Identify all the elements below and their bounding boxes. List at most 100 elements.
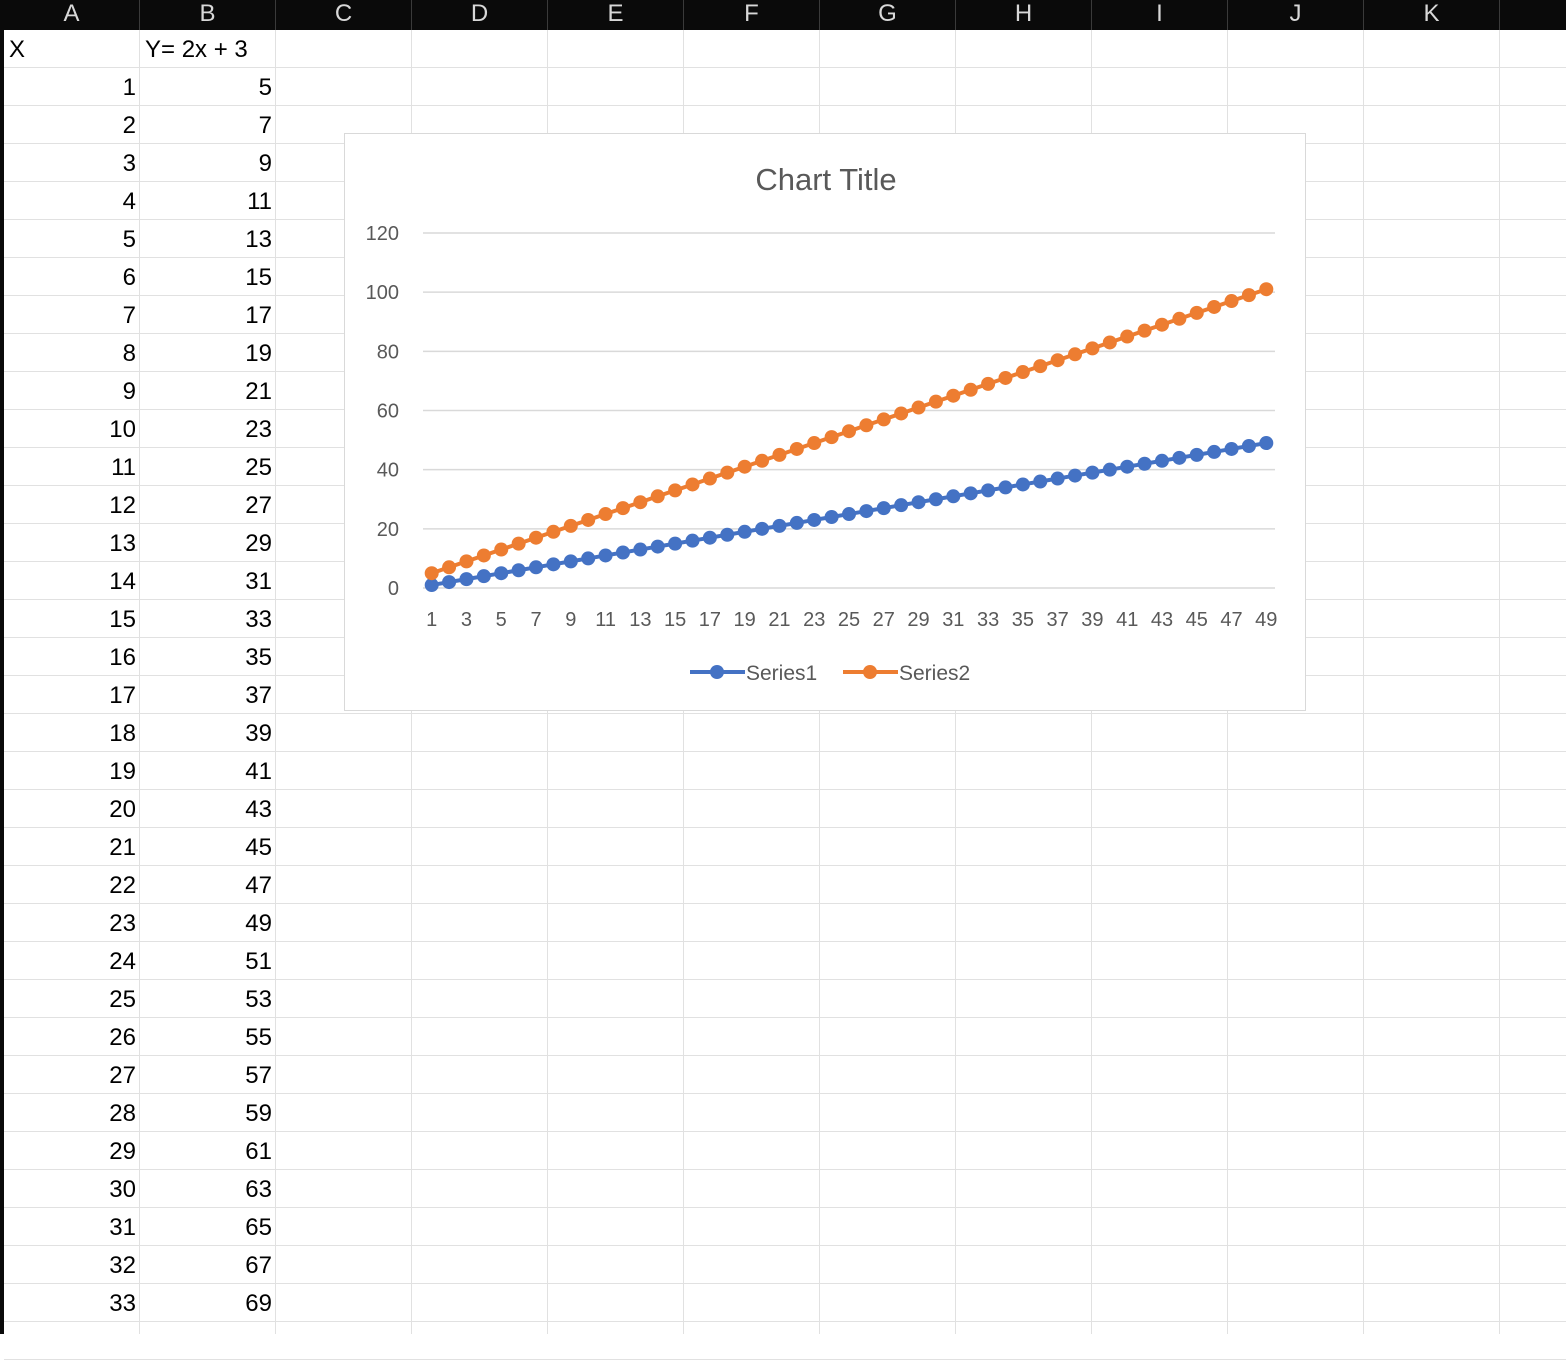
series-2-point[interactable] — [824, 430, 839, 445]
cell-x-value[interactable]: 6 — [122, 264, 136, 291]
cell-y-value[interactable]: 63 — [245, 1176, 272, 1203]
series-2-point[interactable] — [772, 447, 787, 462]
cell-y-value[interactable]: 15 — [245, 264, 272, 291]
cell-x-value[interactable]: 24 — [109, 948, 136, 975]
cell-x-value[interactable]: 21 — [109, 834, 136, 861]
series-2-point[interactable] — [946, 388, 961, 403]
series-1-point[interactable] — [459, 572, 474, 587]
cell-x-value[interactable]: 32 — [109, 1252, 136, 1279]
cell-y-value[interactable]: 17 — [245, 302, 272, 329]
cell-y-value[interactable]: 5 — [258, 74, 272, 101]
cell-x-value[interactable]: 2 — [122, 112, 136, 139]
cell-y-value[interactable]: 45 — [245, 834, 272, 861]
series-2-point[interactable] — [442, 560, 457, 575]
series-1-point[interactable] — [1015, 477, 1030, 492]
cell-x-value[interactable]: 31 — [109, 1214, 136, 1241]
series-2-point[interactable] — [546, 524, 561, 539]
series-2-point[interactable] — [876, 412, 891, 427]
series-2-point[interactable] — [720, 465, 735, 480]
cell-x-value[interactable]: 33 — [109, 1290, 136, 1317]
cell-y-value[interactable]: 29 — [245, 530, 272, 557]
series-2-point[interactable] — [615, 501, 630, 516]
series-1-point[interactable] — [1154, 453, 1169, 468]
cell-y-value[interactable]: 11 — [247, 188, 272, 215]
series-2-point[interactable] — [755, 453, 770, 468]
cell-x-value[interactable]: 10 — [109, 416, 136, 443]
series-1-point[interactable] — [650, 539, 665, 554]
series-2-point[interactable] — [1137, 323, 1152, 338]
column-header-k[interactable]: K — [1364, 0, 1500, 30]
series-1-point[interactable] — [772, 518, 787, 533]
series-1-point[interactable] — [476, 569, 491, 584]
cell-y-value[interactable]: 67 — [245, 1252, 272, 1279]
column-header-h[interactable]: H — [956, 0, 1092, 30]
series-1-point[interactable] — [1259, 436, 1274, 451]
cell-y-value[interactable]: 21 — [245, 378, 272, 405]
column-header-a[interactable]: A — [4, 0, 140, 30]
series-2-point[interactable] — [1207, 299, 1222, 314]
cell-y-value[interactable]: 41 — [245, 758, 272, 785]
series-2-point[interactable] — [789, 441, 804, 456]
series-1-point[interactable] — [1033, 474, 1048, 489]
cell-y-value[interactable]: 25 — [245, 454, 272, 481]
series-1-point[interactable] — [581, 551, 596, 566]
cell-x-value[interactable]: 8 — [122, 340, 136, 367]
series-2-point[interactable] — [807, 436, 822, 451]
series-2-point[interactable] — [633, 495, 648, 510]
cell-y-value[interactable]: 9 — [258, 150, 272, 177]
series-2-point[interactable] — [1015, 365, 1030, 380]
cell-y-value[interactable]: 31 — [245, 568, 272, 595]
cell-x-value[interactable]: 22 — [109, 872, 136, 899]
cell-y-value[interactable]: 23 — [245, 416, 272, 443]
series-2-point[interactable] — [650, 489, 665, 504]
cell-y-value[interactable]: 69 — [245, 1290, 272, 1317]
series-1-point[interactable] — [1120, 459, 1135, 474]
cell-x-value[interactable]: 5 — [122, 226, 136, 253]
series-1-point[interactable] — [859, 504, 874, 519]
cell-x-value[interactable]: 29 — [109, 1138, 136, 1165]
cell-x-value[interactable]: 1 — [122, 74, 136, 101]
cell-x-value[interactable]: 11 — [111, 454, 136, 481]
series-2-point[interactable] — [511, 536, 526, 551]
series-2-point[interactable] — [529, 530, 544, 545]
series-2-point[interactable] — [963, 382, 978, 397]
series-1-point[interactable] — [685, 533, 700, 548]
series-1-point[interactable] — [442, 575, 457, 590]
series-1-point[interactable] — [1085, 465, 1100, 480]
series-1-point[interactable] — [1137, 456, 1152, 471]
series-2-point[interactable] — [424, 566, 439, 581]
series-2-point[interactable] — [494, 542, 509, 557]
series-1-point[interactable] — [824, 510, 839, 524]
cell-y-value[interactable]: 13 — [245, 226, 272, 253]
series-2-point[interactable] — [668, 483, 683, 498]
series-1-point[interactable] — [720, 527, 735, 542]
series-1-point[interactable] — [1050, 471, 1065, 486]
cell-y-value[interactable]: 51 — [245, 948, 272, 975]
series-2-point[interactable] — [1224, 294, 1239, 309]
series-2-point[interactable] — [563, 518, 578, 533]
series-1-point[interactable] — [807, 512, 822, 527]
cell-y-value[interactable]: 65 — [245, 1214, 272, 1241]
cell-x-value[interactable]: 30 — [109, 1176, 136, 1203]
series-1-point[interactable] — [1189, 447, 1204, 462]
cell-y-value[interactable]: 57 — [245, 1062, 272, 1089]
cell-x-value[interactable]: 20 — [109, 796, 136, 823]
cell-y-value[interactable]: 33 — [245, 606, 272, 633]
series-1-point[interactable] — [737, 524, 752, 539]
cell-y-value[interactable]: 61 — [245, 1138, 272, 1165]
series-1-point[interactable] — [424, 578, 439, 593]
cell-x-value[interactable]: 9 — [122, 378, 136, 405]
series-1-point[interactable] — [598, 548, 613, 563]
series-2-point[interactable] — [998, 370, 1013, 385]
cell-y-value[interactable]: 47 — [245, 872, 272, 899]
column-header-c[interactable]: C — [276, 0, 412, 30]
column-header-f[interactable]: F — [684, 0, 820, 30]
series-1-point[interactable] — [511, 563, 526, 578]
column-header-b[interactable]: B — [140, 0, 276, 30]
series-1-point[interactable] — [668, 536, 683, 551]
series-2-point[interactable] — [1259, 282, 1274, 297]
series-1-point[interactable] — [633, 542, 648, 557]
cell-x-value[interactable]: 18 — [109, 720, 136, 747]
cell-y-value[interactable]: 39 — [245, 720, 272, 747]
series-1-point[interactable] — [789, 515, 804, 530]
